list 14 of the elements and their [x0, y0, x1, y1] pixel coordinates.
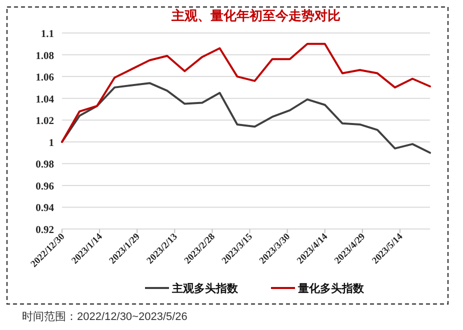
y-tick-label: 0.92	[36, 225, 54, 236]
y-tick-label: 1.06	[36, 72, 54, 84]
y-tick-label: 1	[48, 138, 54, 149]
chart-title: 主观、量化年初至今走势对比	[170, 8, 340, 23]
y-tick-label: 1.04	[36, 94, 55, 106]
legend-label: 主观多头指数	[171, 282, 239, 295]
y-tick-label: 1.08	[36, 50, 54, 62]
text: 时间范围：2022/12/30~2023/5/26	[22, 310, 188, 323]
y-tick-label: 0.94	[36, 203, 55, 214]
y-tick-label: 0.98	[36, 160, 54, 171]
y-tick-label: 1.02	[36, 116, 54, 128]
y-tick-label: 0.96	[36, 181, 54, 192]
legend-label: 量化多头指数	[297, 282, 365, 295]
y-tick-label: 1.1	[40, 29, 54, 40]
